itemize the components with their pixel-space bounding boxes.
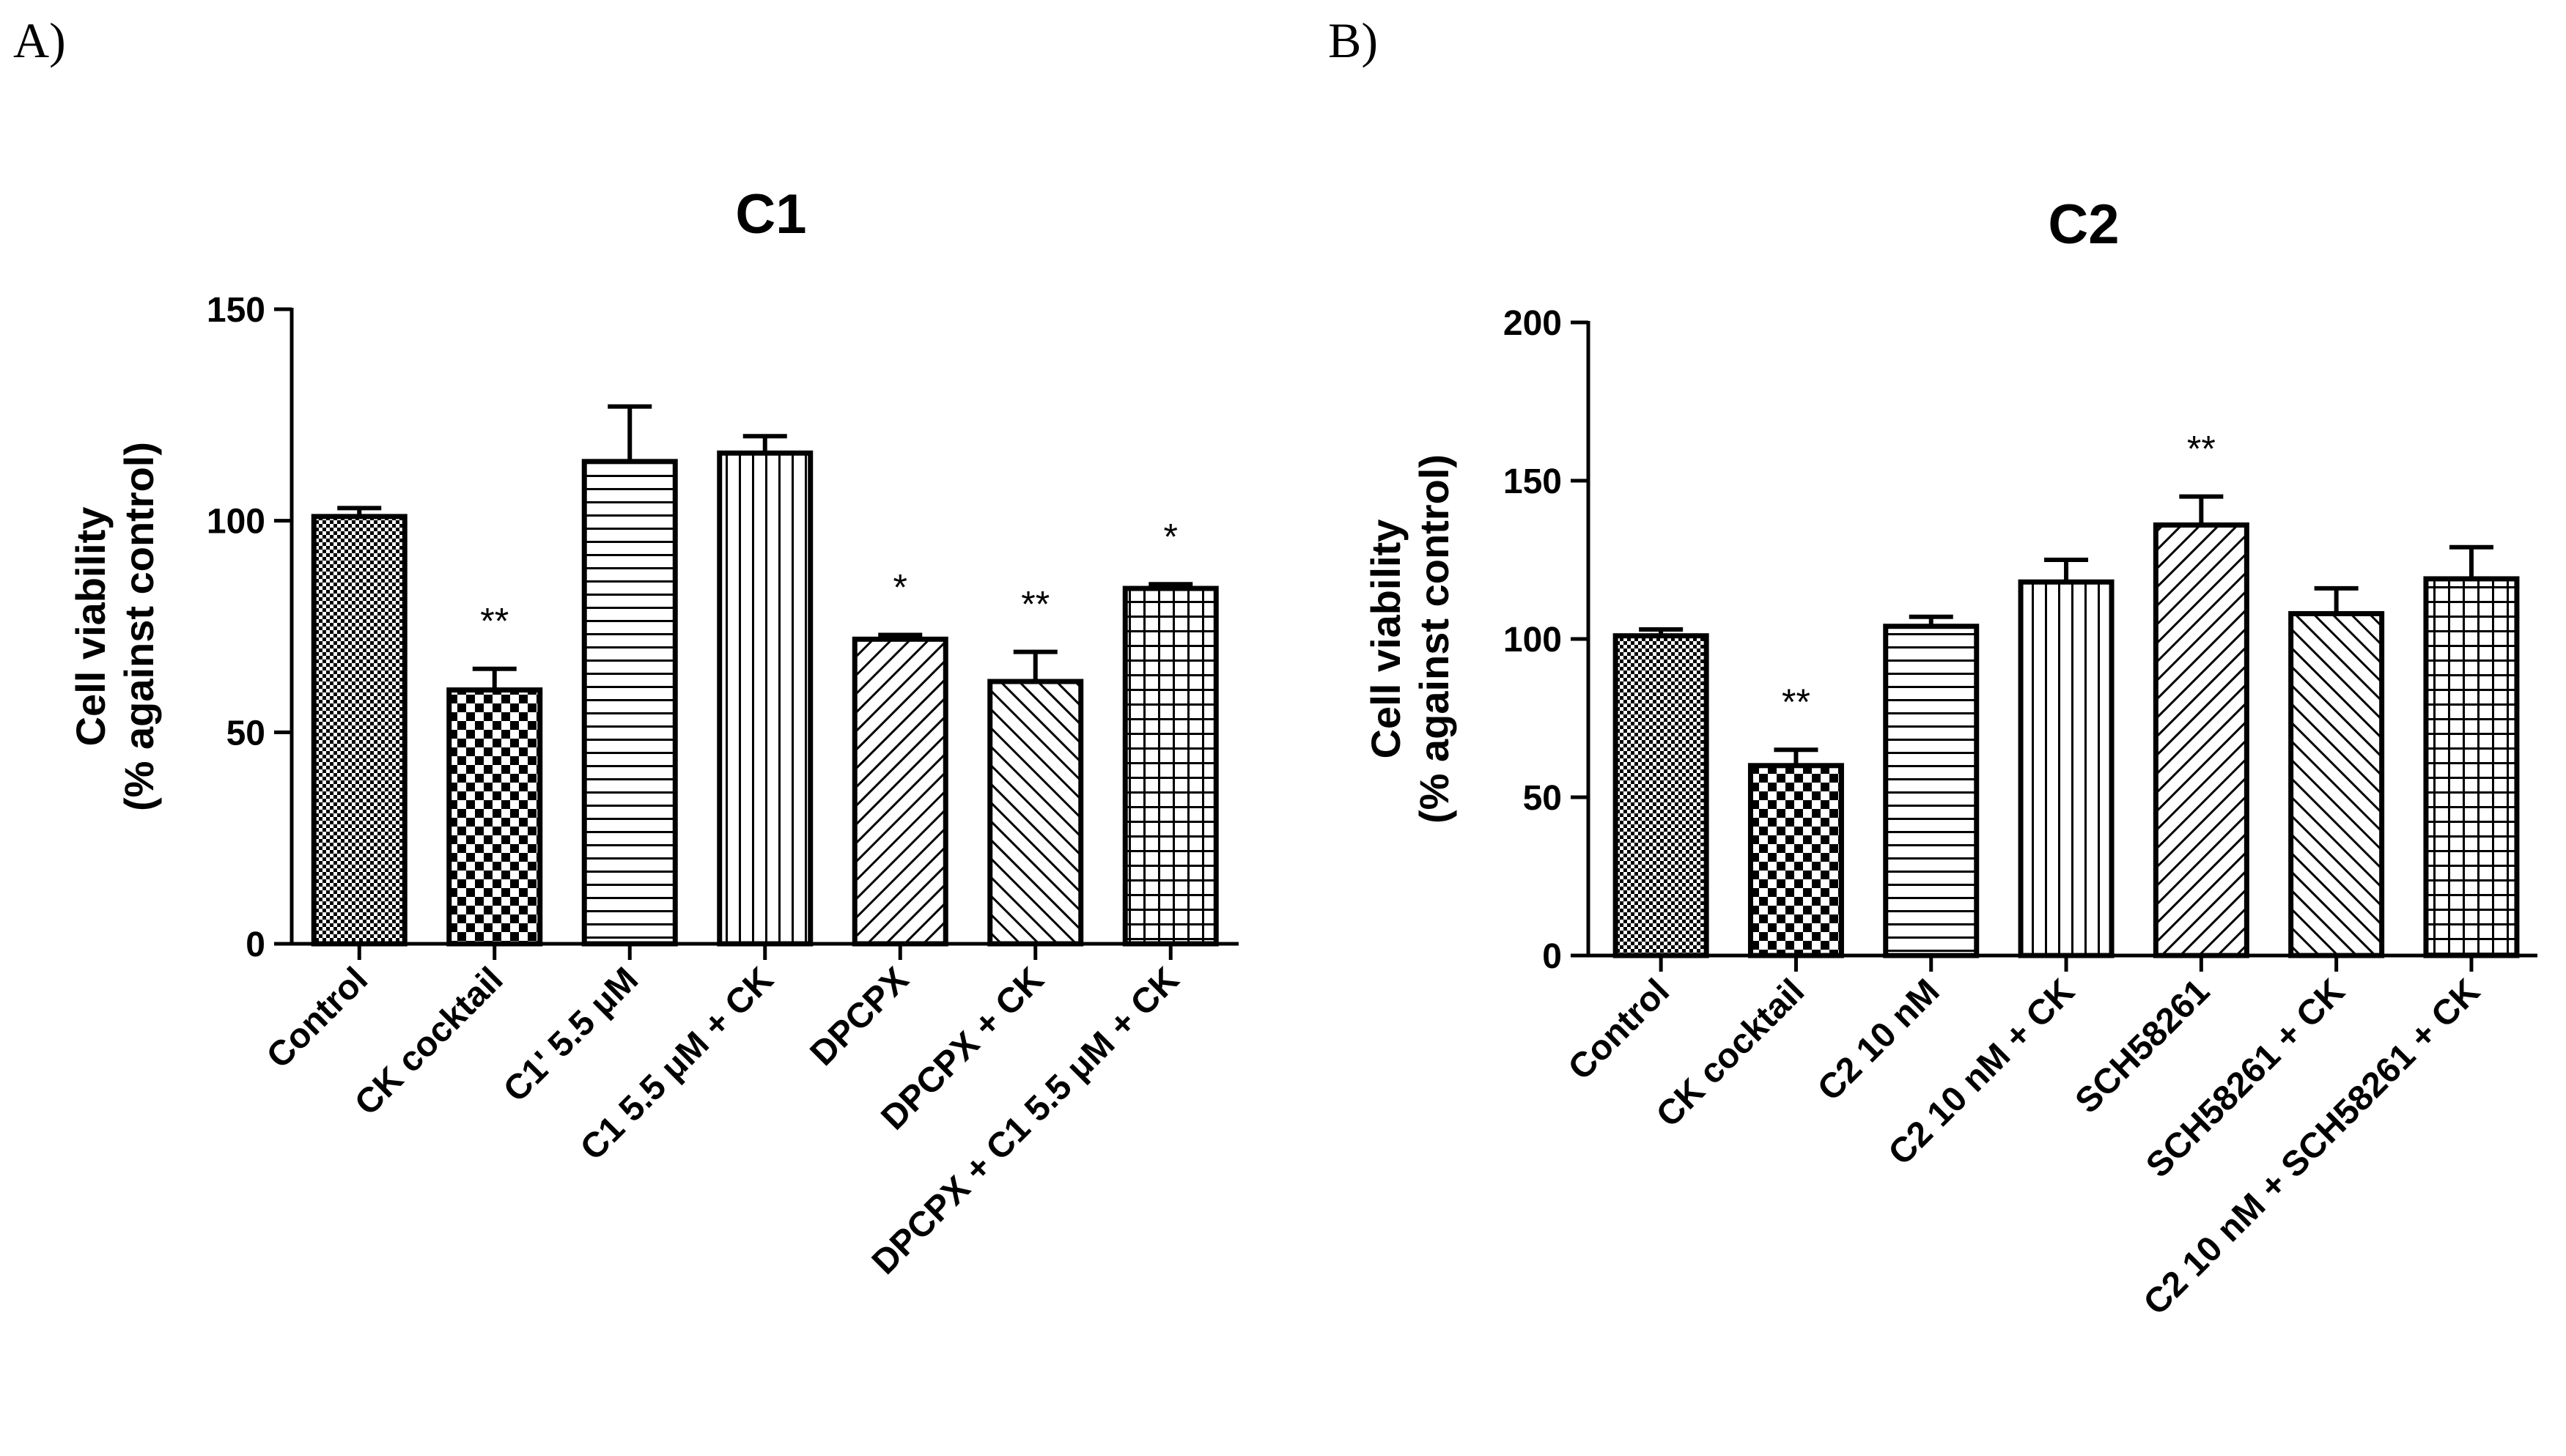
chart-title: C1: [735, 183, 806, 245]
bar: [2153, 522, 2249, 958]
bar: [2018, 579, 2115, 958]
y-tick-label: 50: [226, 714, 265, 753]
bar: [1612, 633, 1709, 958]
y-tick-label: 200: [1503, 304, 1562, 343]
bar: [311, 514, 408, 947]
x-tick-label: C2 10 nM: [1810, 972, 1947, 1108]
x-tick-label: DPCPX: [803, 960, 916, 1073]
chart-c1: C1 Cell viability(% against control) 0 50 10…: [67, 183, 1239, 1282]
bar: [852, 636, 948, 947]
significance-label: **: [1782, 681, 1810, 723]
bar: [2423, 576, 2520, 958]
panel-label-b: B): [1328, 12, 1378, 68]
bar: [2288, 610, 2385, 958]
bar: [1883, 624, 1980, 958]
x-tick-label: C1' 5.5 μM: [496, 960, 646, 1109]
bar: [446, 687, 543, 947]
y-tick-label: 150: [207, 291, 265, 330]
bar: [1122, 585, 1219, 947]
panel-label-a: A): [13, 12, 66, 68]
y-tick-label: 0: [1542, 937, 1562, 976]
y-tick-label: 150: [1503, 462, 1562, 501]
significance-label: **: [1021, 584, 1050, 625]
bar: [717, 450, 814, 947]
significance-label: **: [480, 601, 509, 642]
y-axis-label-line: Cell viability: [1363, 520, 1409, 759]
y-axis-label: Cell viability(% against control): [1363, 454, 1457, 824]
y-tick-label: 100: [1503, 621, 1562, 659]
y-axis-label-line: (% against control): [1411, 454, 1457, 824]
bar: [987, 679, 1084, 947]
y-tick-label: 0: [246, 925, 265, 964]
y-axis-label-line: Cell viability: [67, 507, 114, 747]
bar: [581, 459, 678, 947]
chart-c2: C2 Cell viability(% against control) 0 50 10…: [1363, 193, 2537, 1323]
significance-label: *: [1164, 516, 1178, 557]
y-tick-label: 100: [207, 503, 265, 542]
x-tick-label: Control: [1561, 972, 1677, 1087]
x-tick-label: SCH58261: [2068, 972, 2218, 1121]
chart-title: C2: [2048, 193, 2119, 256]
bar: [1747, 763, 1844, 958]
y-tick-label: 50: [1523, 779, 1562, 818]
significance-label: **: [2187, 429, 2216, 470]
x-tick-label: Control: [259, 960, 375, 1076]
y-axis-label: Cell viability(% against control): [67, 442, 162, 811]
y-axis-label-line: (% against control): [116, 442, 162, 811]
significance-label: *: [893, 567, 907, 608]
